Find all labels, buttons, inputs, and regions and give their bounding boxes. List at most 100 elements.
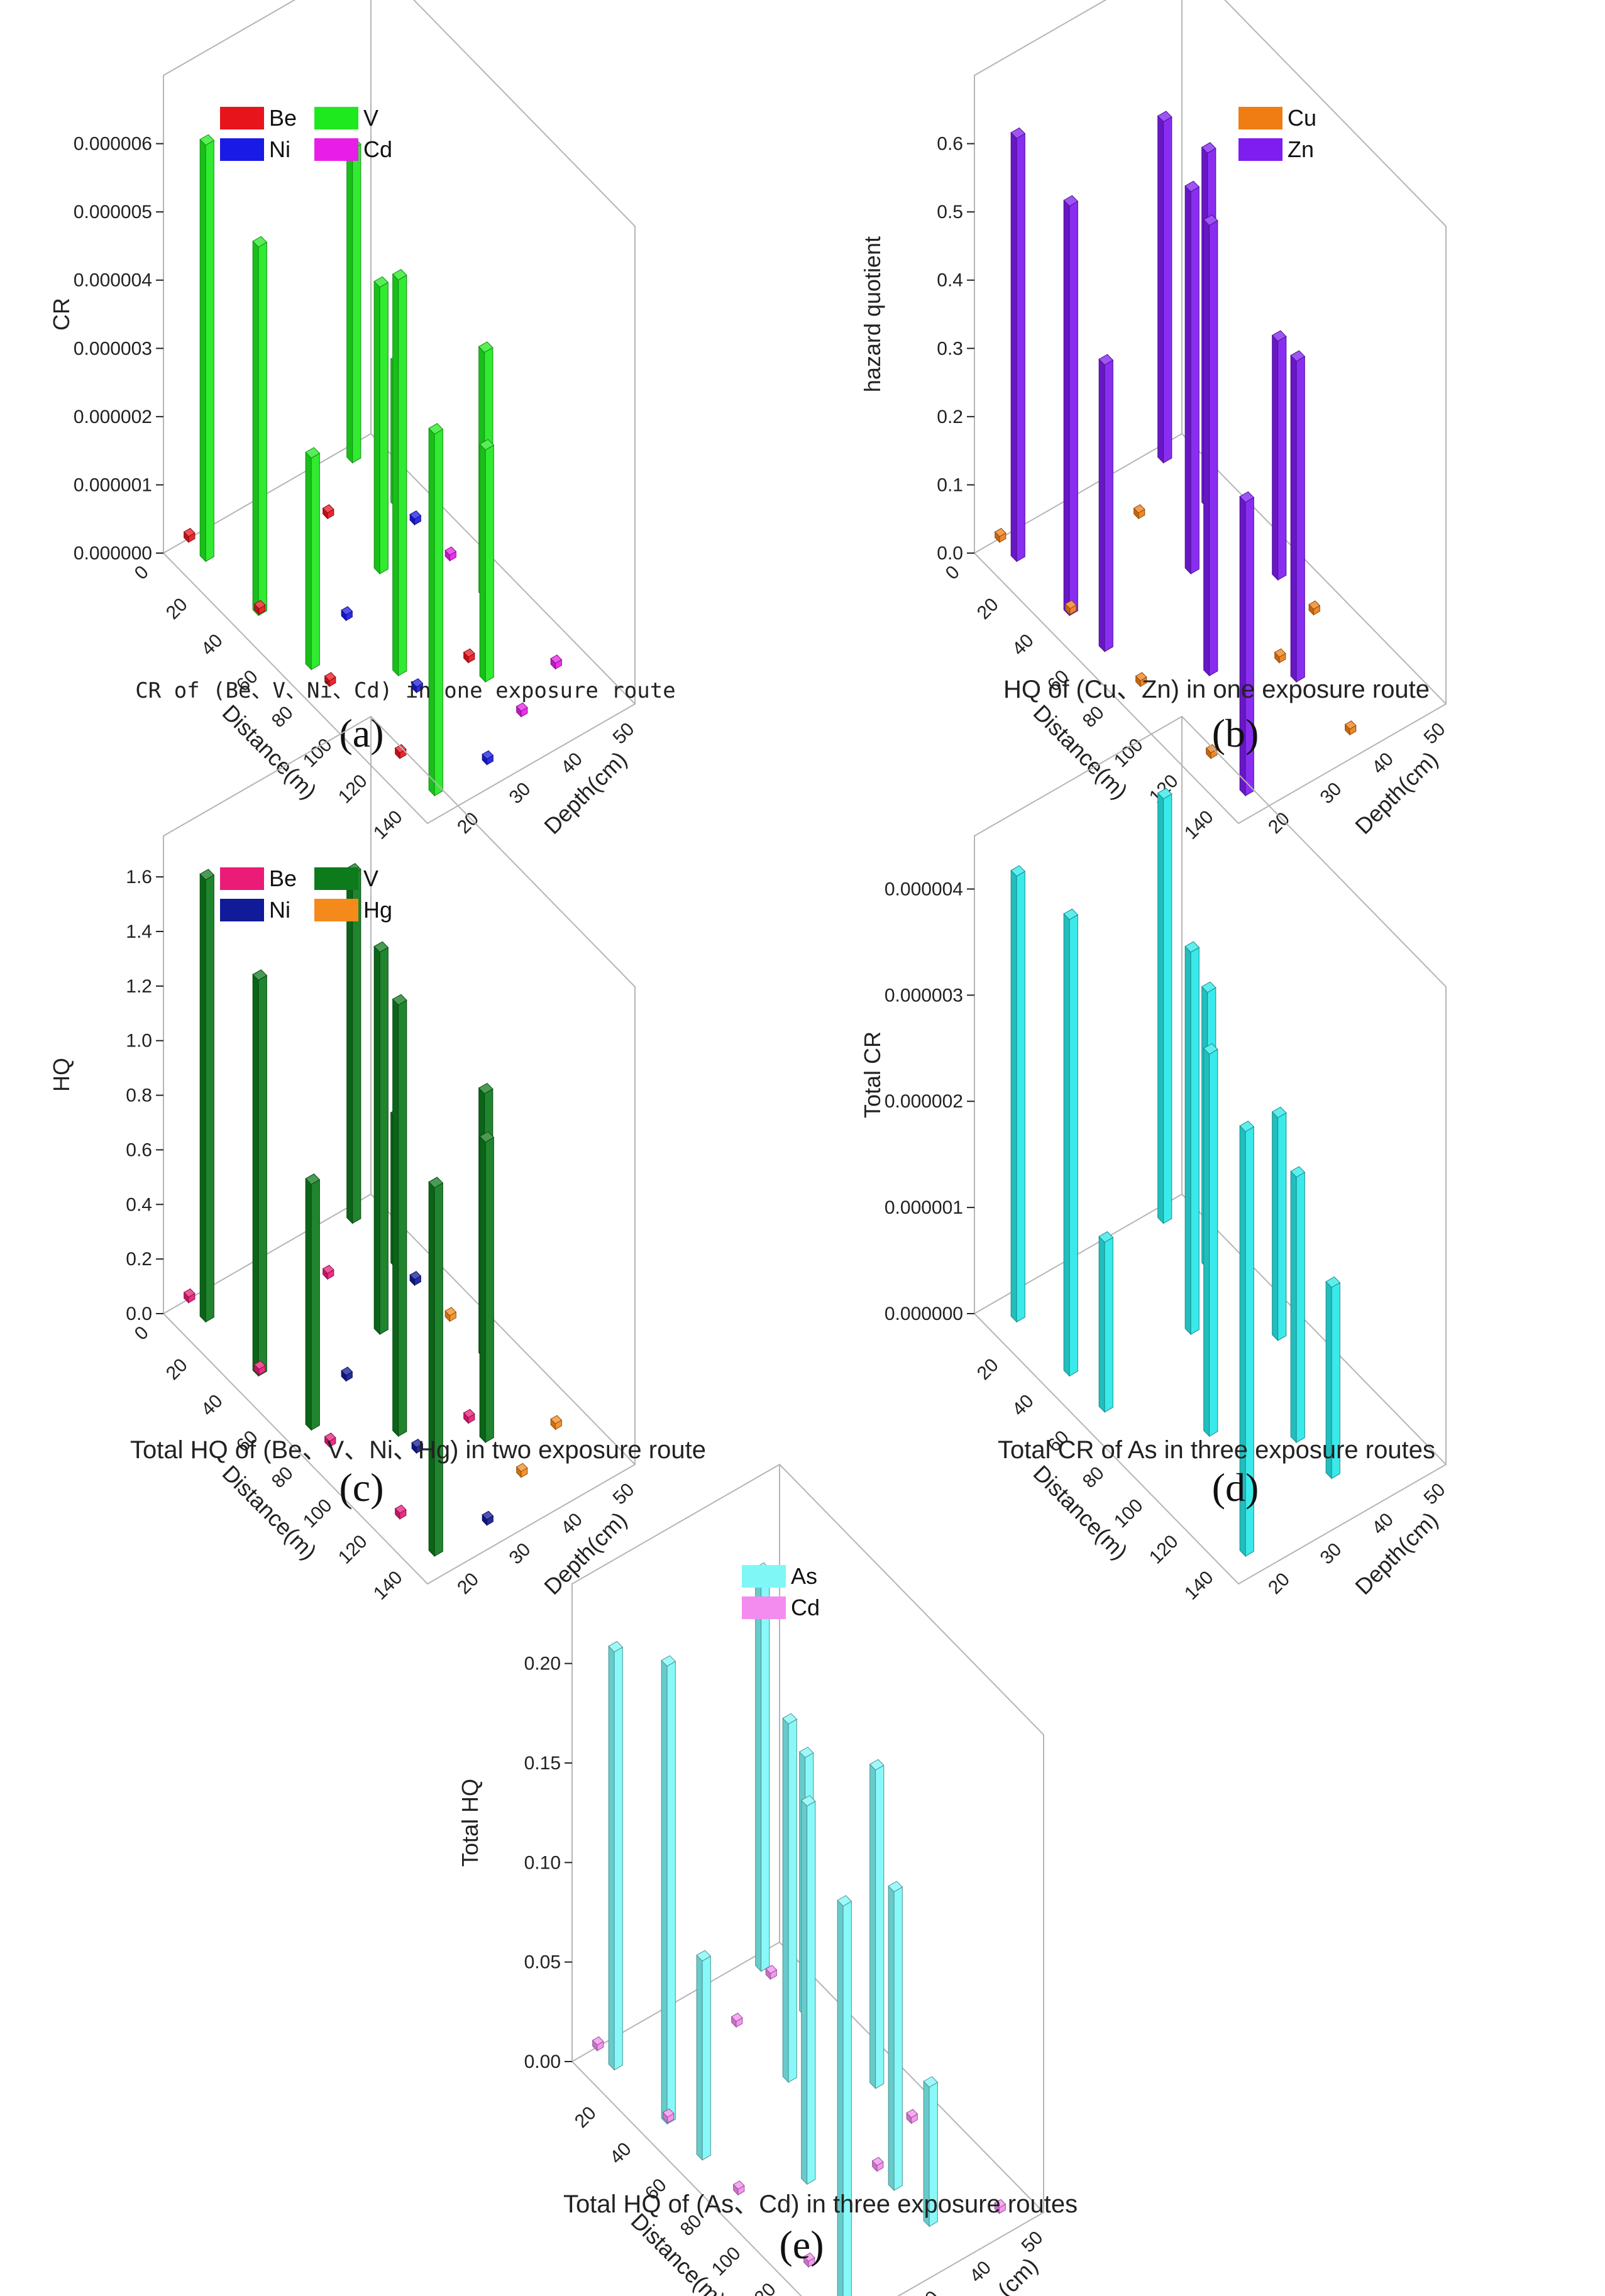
bar-top-face xyxy=(1184,941,1200,953)
bar-side-face xyxy=(379,947,389,1335)
bar-ni xyxy=(409,510,422,526)
y-tick-label: 0.000000 xyxy=(74,543,152,564)
bar-top-face xyxy=(1063,908,1079,920)
bar-top-face xyxy=(1098,1231,1114,1243)
bar-as xyxy=(1098,1231,1114,1413)
bar-as xyxy=(869,1759,885,2090)
bar-side-face xyxy=(1296,356,1305,683)
bar-top-face xyxy=(1010,127,1026,139)
z-axis-title: Depth (cm) xyxy=(946,2253,1043,2296)
bar-front-face xyxy=(373,280,380,575)
bar-v xyxy=(373,276,389,575)
bar-front-face xyxy=(428,1181,435,1557)
z-tick-label: 50 xyxy=(1420,719,1450,749)
y-tick-label: 0.000002 xyxy=(885,1091,963,1112)
bar-zn xyxy=(1063,195,1079,617)
bar-as xyxy=(1325,1276,1341,1480)
legend-label-v: V xyxy=(363,105,378,131)
bar-top-face xyxy=(923,2076,939,2088)
legend-label-cu: Cu xyxy=(1288,105,1316,131)
bar-be xyxy=(322,504,334,520)
x-tick-label: 120 xyxy=(334,1531,372,1568)
y-tick-label: 0.6 xyxy=(126,1140,152,1160)
bar-top-face xyxy=(463,648,475,658)
y-tick-label: 0.000002 xyxy=(74,407,152,427)
plot-area: 0.0 0.1 0.2 0.3 0.4 0.5 0.6 hazard quotient 0 204… xyxy=(859,0,1449,843)
z-tick-label: 50 xyxy=(609,719,639,749)
legend-label-hg: Hg xyxy=(363,897,392,923)
bar-side-face xyxy=(205,140,214,563)
bar-front-face xyxy=(428,427,435,797)
bar-front-face xyxy=(479,1135,486,1444)
legend: As Cd xyxy=(742,1563,820,1620)
bar-top-face xyxy=(782,1713,798,1725)
bar-cd xyxy=(994,2199,1007,2214)
bar-zn xyxy=(1290,350,1306,683)
bar-front-face xyxy=(801,1799,808,2185)
bar-cd xyxy=(803,2252,815,2268)
bar-side-face xyxy=(485,444,494,683)
y-tick-label: 0.000003 xyxy=(74,338,152,359)
bar-top-face xyxy=(411,1439,424,1448)
chart-caption: Total HQ of (As、Cd) in three exposure ro… xyxy=(563,2190,1078,2218)
bar-top-face xyxy=(252,236,268,248)
bar-top-face xyxy=(1133,504,1145,514)
bar-be xyxy=(324,1432,336,1448)
bar-side-face xyxy=(1190,947,1200,1335)
bar-top-face xyxy=(871,2156,884,2167)
bar-front-face xyxy=(479,443,486,683)
bar-zn xyxy=(1157,111,1172,464)
bar-front-face xyxy=(1098,358,1105,652)
y-tick-label: 0.4 xyxy=(126,1194,152,1215)
bar-zn xyxy=(1239,491,1255,797)
bar-cd xyxy=(732,2180,745,2196)
bar-top-face xyxy=(463,1409,475,1419)
y-axis-title: Total CR xyxy=(859,1031,885,1118)
x-tick-label: 80 xyxy=(268,702,297,732)
bar-v xyxy=(428,423,444,797)
bar-side-face xyxy=(1104,360,1113,652)
bar-zn xyxy=(1271,330,1287,581)
bar-top-face xyxy=(1157,111,1172,123)
z-tick-label: 40 xyxy=(557,1509,587,1539)
bar-front-face xyxy=(1010,869,1017,1323)
x-axis-title: Distance(m) xyxy=(626,2208,731,2296)
bar-v xyxy=(252,969,268,1377)
x-tick-label: 20 xyxy=(973,1354,1003,1384)
bar-cd xyxy=(516,702,528,718)
y-tick-label: 1.2 xyxy=(126,976,152,997)
chart-caption: Total CR of As in three exposure routes xyxy=(998,1436,1435,1464)
y-tick-label: 0.0 xyxy=(937,543,963,564)
x-tick-label: 140 xyxy=(1181,1567,1218,1604)
bar-cd xyxy=(906,2109,918,2124)
bar-front-face xyxy=(755,1566,762,1972)
bar-side-face xyxy=(1209,1048,1218,1437)
bar-top-face xyxy=(550,1415,563,1424)
bar-side-face xyxy=(352,869,361,1224)
z-tick-label: 50 xyxy=(1018,2227,1047,2257)
bar-front-face xyxy=(392,273,399,677)
bar-front-face xyxy=(252,240,259,617)
x-tick-label: 120 xyxy=(1145,1531,1183,1568)
bar-cd xyxy=(592,2036,604,2052)
y-tick-label: 0.1 xyxy=(937,475,963,495)
bar-as xyxy=(1271,1106,1287,1342)
bar-top-face xyxy=(696,1950,712,1962)
bar-side-face xyxy=(1016,871,1025,1323)
wall-frame xyxy=(163,0,636,704)
y-tick-label: 1.6 xyxy=(126,867,152,887)
x-tick-label: 20 xyxy=(162,1354,192,1384)
bar-side-face xyxy=(761,1568,770,1972)
bar-as xyxy=(1203,1043,1218,1437)
bar-zn xyxy=(1203,214,1218,677)
legend-label-as: As xyxy=(791,1563,817,1589)
bar-cd xyxy=(550,654,563,670)
bar-top-face xyxy=(183,1288,196,1298)
bar-top-face xyxy=(478,1082,494,1094)
y-tick-label: 0.4 xyxy=(937,270,963,291)
y-tick-label: 0.10 xyxy=(524,1852,561,1873)
bar-top-face xyxy=(341,606,353,615)
bar-front-face xyxy=(782,1717,789,2084)
chart-caption: HQ of (Cu、Zn) in one exposure route xyxy=(1003,676,1430,703)
